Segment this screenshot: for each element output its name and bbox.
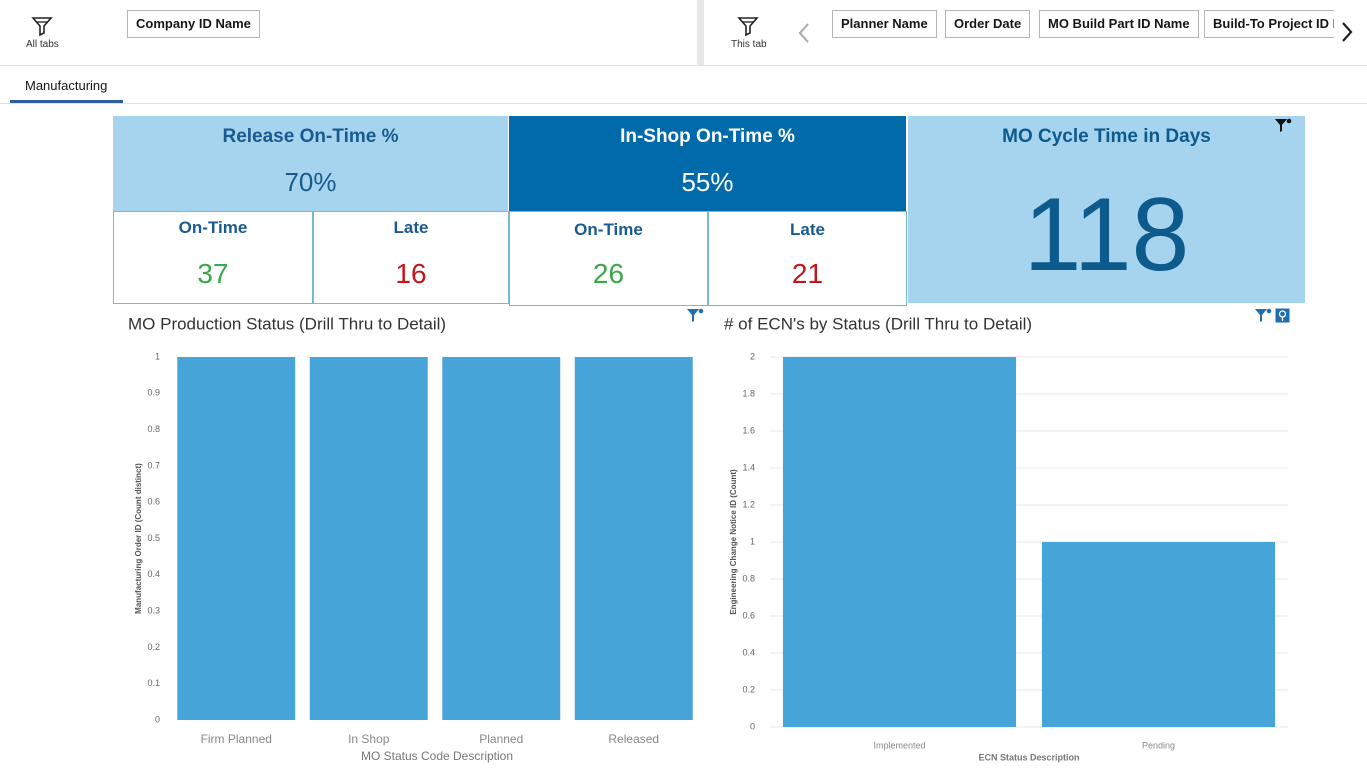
y-tick-label: 0 — [155, 714, 160, 724]
kpi-sub-value: 26 — [592, 258, 625, 289]
y-tick-label: 0.8 — [742, 573, 755, 583]
y-tick-label: 1.8 — [742, 388, 755, 398]
y-tick-label: 0.8 — [147, 424, 160, 434]
y-tick-label: 1 — [750, 536, 755, 546]
tab-underline — [10, 100, 123, 103]
kpi-release: Release On-Time % 70% — [113, 116, 508, 211]
filter-pill[interactable]: Company ID Name — [127, 10, 260, 38]
kpi-title: MO Cycle Time in Days — [1002, 126, 1211, 147]
filter-icon[interactable] — [686, 308, 704, 324]
filter-icon[interactable] — [737, 15, 761, 37]
y-tick-label: 0 — [750, 721, 755, 731]
kpi-value: 70% — [284, 167, 337, 197]
y-tick-label: 0.2 — [742, 684, 755, 694]
y-tick-label: 0.5 — [147, 533, 160, 543]
bar — [1041, 542, 1276, 727]
x-tick-label: Planned — [479, 732, 523, 746]
y-tick-label: 0.6 — [742, 610, 755, 620]
kpi-in-shop: In-Shop On-Time % 55% — [509, 116, 906, 211]
y-tick-label: 0.4 — [147, 569, 160, 579]
x-axis-label: MO Status Code Description — [361, 749, 513, 763]
y-tick-label: 0.1 — [147, 678, 160, 688]
filter-pill[interactable]: MO Build Part ID Name — [1039, 10, 1199, 38]
this-tab-label: This tab — [731, 39, 767, 50]
y-tick-label: 1 — [155, 351, 160, 361]
divider — [697, 0, 704, 65]
y-axis-label: Engineering Change Notice ID (Count) — [729, 469, 738, 615]
filter-pill[interactable]: Planner Name — [832, 10, 937, 38]
y-tick-label: 0.2 — [147, 642, 160, 652]
kpi-cycle: MO Cycle Time in Days 118 — [908, 116, 1305, 303]
y-tick-label: 0.7 — [147, 460, 160, 470]
x-tick-label: Pending — [1142, 740, 1175, 750]
y-tick-label: 0.4 — [742, 647, 755, 657]
kpi-sub-label: Late — [393, 218, 429, 237]
bar — [177, 357, 296, 720]
kpi-sub-label: Late — [790, 220, 825, 239]
x-tick-label: Implemented — [873, 740, 925, 750]
y-tick-label: 1.4 — [742, 462, 755, 472]
bar — [574, 357, 693, 720]
filter-icon[interactable] — [1274, 118, 1292, 134]
tab-rule — [0, 103, 1367, 104]
y-tick-label: 2 — [750, 351, 755, 361]
y-tick-label: 1.6 — [742, 425, 755, 435]
y-axis-label: Manufacturing Order ID (Count distinct) — [134, 463, 143, 614]
filter-pill[interactable]: Order Date — [945, 10, 1031, 38]
kpi-sub: On-Time 26 — [509, 211, 708, 306]
kpi-sub: Late 16 — [313, 211, 509, 304]
kpi-title: Release On-Time % — [222, 126, 399, 147]
y-tick-label: 0.9 — [147, 388, 160, 398]
kpi-sub-label: On-Time — [574, 220, 643, 239]
filter-icon[interactable] — [1254, 308, 1272, 324]
toolbar — [0, 0, 1367, 66]
tab[interactable]: Manufacturing — [25, 78, 108, 93]
kpi-title: In-Shop On-Time % — [620, 126, 795, 147]
kpi-sub-value: 21 — [791, 258, 824, 289]
scroll-left[interactable] — [796, 22, 812, 44]
y-tick-label: 0.6 — [147, 497, 160, 507]
kpi-sub-value: 37 — [197, 258, 229, 289]
chart-title: # of ECN's by Status (Drill Thru to Deta… — [724, 314, 1032, 333]
bar — [442, 357, 561, 720]
kpi-sub-label: On-Time — [178, 218, 248, 237]
chart-title: MO Production Status (Drill Thru to Deta… — [128, 314, 446, 333]
filter-pill[interactable]: Build-To Project ID N — [1204, 10, 1334, 38]
info-icon[interactable] — [1275, 308, 1290, 323]
x-axis-label: ECN Status Description — [978, 752, 1079, 762]
kpi-value: 55% — [681, 167, 734, 197]
kpi-sub: Late 21 — [708, 211, 907, 306]
kpi-value: 118 — [1023, 177, 1190, 293]
bar — [309, 357, 428, 720]
x-tick-label: Firm Planned — [201, 732, 272, 746]
all-tabs-label: All tabs — [26, 39, 59, 50]
kpi-sub-value: 16 — [395, 258, 427, 289]
filter-icon[interactable] — [31, 15, 55, 37]
kpi-sub: On-Time 37 — [113, 211, 313, 304]
x-tick-label: In Shop — [348, 732, 390, 746]
scroll-right[interactable] — [1339, 21, 1355, 43]
x-tick-label: Released — [608, 732, 659, 746]
y-tick-label: 0.3 — [147, 605, 160, 615]
y-tick-label: 1.2 — [742, 499, 755, 509]
bar — [782, 357, 1017, 727]
